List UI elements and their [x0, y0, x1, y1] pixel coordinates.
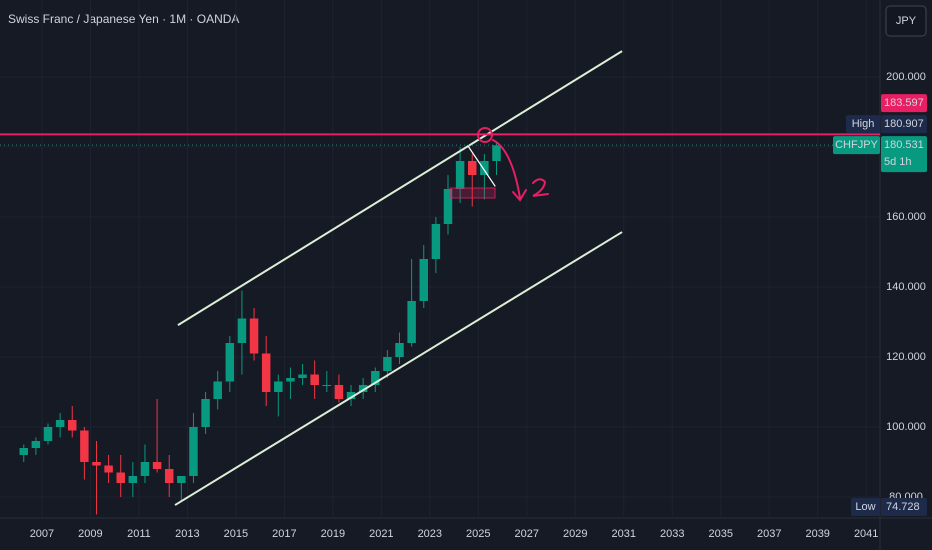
low-value-box — [881, 498, 927, 516]
y-tick-label: 160.000 — [886, 211, 926, 223]
x-tick-label: 2009 — [78, 528, 102, 540]
plot-area — [0, 0, 880, 518]
pink-zone — [449, 187, 496, 199]
x-tick-label: 2025 — [466, 528, 490, 540]
tag-value-box — [881, 115, 927, 134]
candle-body — [431, 224, 441, 259]
candle-body — [274, 381, 283, 392]
candle-body — [261, 353, 271, 392]
candle-body — [201, 399, 210, 427]
currency-button[interactable] — [885, 5, 927, 37]
candle-body — [298, 374, 307, 378]
candle-body — [92, 462, 101, 466]
tag-countdown: 5d 1h — [884, 156, 912, 168]
x-tick-label: 2011 — [127, 528, 151, 540]
x-tick-label: 2039 — [805, 528, 829, 540]
candle-body — [334, 385, 344, 399]
candle-body — [286, 378, 295, 382]
tag-name: High — [852, 118, 875, 130]
scribble — [532, 178, 549, 197]
candle-body — [152, 462, 162, 469]
low-value: 74.728 — [886, 501, 920, 513]
candle-body — [249, 318, 259, 354]
candle-body — [164, 469, 174, 483]
candle-body — [371, 371, 380, 385]
level-tag: 183.597 — [884, 97, 924, 109]
candle-body — [468, 161, 477, 175]
circle-mark — [477, 127, 493, 143]
candle-body — [68, 420, 77, 431]
y-tick-label: 140.000 — [886, 281, 926, 293]
candle-body — [80, 430, 89, 462]
candle-body — [346, 392, 356, 399]
arrow-head — [512, 189, 527, 202]
trend-line — [174, 231, 623, 506]
candle-body — [225, 343, 235, 382]
x-tick-label: 2007 — [30, 528, 54, 540]
x-tick-label: 2019 — [321, 528, 345, 540]
candle-body — [480, 161, 489, 175]
low-name: Low — [855, 501, 875, 513]
arrow — [492, 139, 521, 199]
x-tick-label: 2015 — [224, 528, 248, 540]
tag-name: CHFJPY — [835, 139, 878, 151]
x-tick-label: 2033 — [660, 528, 684, 540]
candle-body — [237, 318, 247, 343]
tag-value: 180.531 — [884, 139, 924, 151]
x-tick-label: 2041 — [854, 528, 878, 540]
candle-body — [492, 145, 501, 161]
tag-name-box — [846, 115, 880, 134]
x-tick-label: 2029 — [563, 528, 587, 540]
candle-body — [358, 385, 368, 392]
candle-body — [189, 427, 198, 476]
candle-body — [310, 374, 319, 385]
x-tick-label: 2031 — [612, 528, 636, 540]
trend-line — [177, 50, 623, 327]
wedge-line — [467, 145, 496, 187]
tag-value-box — [881, 136, 927, 173]
candle-body — [443, 189, 453, 224]
low-name-box — [851, 498, 880, 516]
candle-body — [43, 427, 53, 441]
x-tick-label: 2013 — [175, 528, 199, 540]
candle-body — [177, 476, 186, 483]
candle-body — [19, 448, 28, 455]
candle-body — [322, 385, 332, 386]
candle-body — [55, 420, 65, 427]
candle-body — [104, 465, 113, 473]
x-tick-label: 2017 — [272, 528, 296, 540]
candle-body — [140, 462, 150, 476]
x-tick-label: 2021 — [369, 528, 393, 540]
y-tick-label: 200.000 — [886, 71, 926, 83]
y-tick-label: 100.000 — [886, 421, 926, 433]
candle-body — [128, 476, 138, 483]
x-tick-label: 2027 — [515, 528, 539, 540]
annotations — [449, 127, 549, 202]
y-tick-label: 120.000 — [886, 351, 926, 363]
level-tag-box — [881, 94, 927, 113]
candle-body — [455, 161, 465, 189]
x-tick-label: 2023 — [418, 528, 442, 540]
x-tick-label: 2035 — [708, 528, 732, 540]
tag-value: 180.907 — [884, 118, 924, 130]
chart-title: Swiss Franc / Japanese Yen · 1M · OANDA — [8, 12, 239, 26]
candle-body — [395, 343, 404, 357]
candle-body — [383, 357, 392, 371]
candle-body — [407, 301, 416, 343]
x-tick-label: 2037 — [757, 528, 781, 540]
candle-body — [31, 441, 41, 448]
currency-label[interactable]: JPY — [896, 15, 917, 27]
candle-body — [116, 472, 125, 483]
tag-name-box — [833, 136, 880, 155]
candle-body — [419, 259, 428, 301]
candle-body — [213, 381, 222, 399]
